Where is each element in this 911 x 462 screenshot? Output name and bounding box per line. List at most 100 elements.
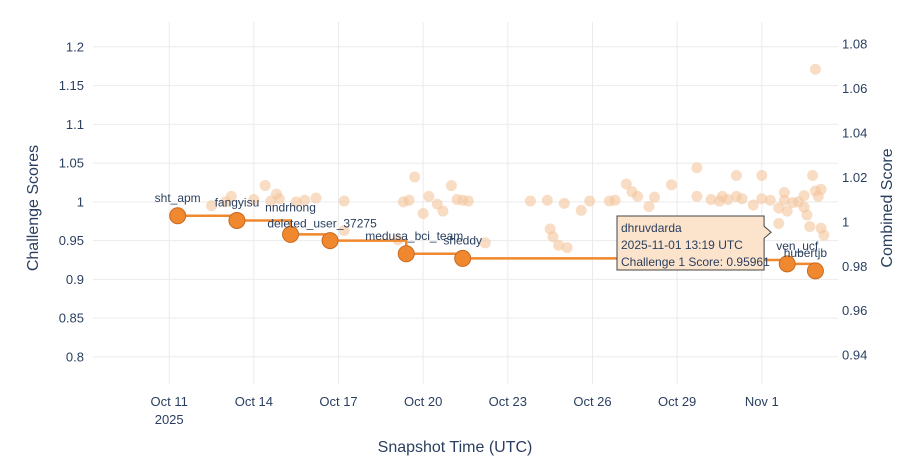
- y-tick-label: 0.95: [59, 233, 84, 248]
- x-tick-label: Oct 23: [489, 394, 527, 409]
- best-submission-point: [321, 232, 339, 250]
- submission-point: [809, 63, 821, 75]
- submission-point: [409, 171, 421, 183]
- submission-point: [778, 187, 790, 199]
- point-label: nndrhong: [265, 200, 316, 214]
- submission-point: [807, 169, 819, 181]
- submission-point: [730, 169, 742, 181]
- submission-point: [798, 190, 810, 202]
- submission-point: [524, 195, 536, 207]
- y2-tick-label: 0.94: [842, 348, 867, 363]
- x-tick-label: Oct 17: [319, 394, 357, 409]
- submission-point: [445, 180, 457, 192]
- y-axis-ticks: 0.8 0.85 0.9 0.95 1 1.05 1.1 1.15 1.2: [59, 39, 84, 364]
- submission-point: [649, 191, 661, 203]
- submission-point: [338, 195, 350, 207]
- submission-point: [801, 209, 813, 221]
- point-labels: sht_apm fangyisu nndrhong deleted_user_3727…: [155, 191, 828, 260]
- submission-point: [423, 190, 435, 202]
- point-label: medusa_bci_team: [365, 229, 463, 243]
- best-submission-point: [806, 262, 824, 280]
- submission-point: [575, 204, 587, 216]
- tooltip-box: [616, 215, 772, 271]
- x-tick-label: Oct 29: [658, 394, 696, 409]
- x-tick-label: Nov 1: [745, 394, 779, 409]
- submission-point: [479, 237, 491, 249]
- submission-point: [643, 200, 655, 212]
- y2-tick-label: 1.06: [842, 81, 867, 96]
- submission-point: [818, 229, 830, 241]
- y-tick-label: 1.2: [66, 39, 84, 54]
- submission-point: [248, 194, 260, 206]
- submission-point: [666, 179, 678, 191]
- point-label: sht_apm: [155, 191, 201, 205]
- submission-point: [299, 194, 311, 206]
- best-submission-point: [454, 249, 472, 267]
- submission-point: [773, 218, 785, 230]
- x-tick-sublabel: 2025: [155, 412, 184, 427]
- submission-point: [620, 178, 632, 190]
- submission-point: [206, 200, 218, 212]
- y2-axis-title: Combined Score: [879, 148, 896, 267]
- y-tick-label: 0.8: [66, 349, 84, 364]
- submission-point: [541, 194, 553, 206]
- x-tick-label: Oct 11: [151, 394, 188, 409]
- submission-point: [773, 202, 785, 214]
- y2-tick-label: 1.04: [842, 126, 867, 141]
- submission-point: [756, 193, 768, 205]
- submission-point: [632, 190, 644, 202]
- submission-point: [804, 221, 816, 233]
- y2-tick-label: 1.02: [842, 170, 867, 185]
- submission-point: [747, 199, 759, 211]
- submission-point: [705, 194, 717, 206]
- x-tick-label: Oct 14: [235, 394, 273, 409]
- submission-point: [736, 193, 748, 205]
- submission-point: [290, 196, 302, 208]
- x-tick-label: Oct 20: [404, 394, 442, 409]
- y-axis-title: Challenge Scores: [25, 145, 42, 271]
- submission-point: [722, 194, 734, 206]
- y2-axis-ticks: 0.94 0.96 0.98 1 1.02 1.04 1.06 1.08: [842, 37, 867, 363]
- x-axis-ticks: Oct 11 2025 Oct 14 Oct 17 Oct 20 Oct 23 Oct 26…: [151, 394, 779, 427]
- submission-point: [225, 190, 237, 202]
- y-tick-label: 1.15: [59, 78, 84, 93]
- y2-tick-label: 0.96: [842, 303, 867, 318]
- submission-point: [609, 194, 621, 206]
- point-label: deleted_user_37275: [267, 217, 377, 231]
- y-tick-label: 1.1: [66, 117, 84, 132]
- tooltip-time: 2025-11-01 13:19 UTC: [621, 238, 743, 252]
- y-tick-label: 0.85: [59, 311, 84, 326]
- submission-point: [338, 225, 350, 237]
- submission-point: [691, 190, 703, 202]
- submission-point: [584, 195, 596, 207]
- hover-tooltip: dhruvdarda 2025-11-01 13:19 UTC Challeng…: [616, 215, 772, 271]
- submission-point: [259, 180, 271, 192]
- submission-point: [462, 195, 474, 207]
- x-tick-label: Oct 26: [573, 394, 611, 409]
- submission-point: [691, 162, 703, 174]
- submission-point: [764, 194, 776, 206]
- best-submission-point: [282, 225, 300, 243]
- y2-tick-label: 0.98: [842, 259, 867, 274]
- point-label: fangyisu: [215, 195, 260, 209]
- submission-point: [553, 239, 565, 251]
- x-axis-title: Snapshot Time (UTC): [378, 439, 533, 456]
- submission-point: [403, 194, 415, 206]
- point-label: ven_ucf: [776, 239, 819, 253]
- y-tick-label: 1.05: [59, 156, 84, 171]
- tooltip-name: dhruvdarda: [621, 221, 682, 235]
- submission-point: [756, 169, 768, 181]
- submission-point: [273, 193, 285, 205]
- best-submission-point: [778, 255, 796, 273]
- submission-point: [437, 205, 449, 217]
- best-submission-point: [228, 211, 246, 229]
- best-submission-point: [397, 245, 415, 263]
- y2-tick-label: 1: [842, 214, 849, 229]
- point-label: sheddy: [443, 233, 482, 247]
- y-tick-label: 1: [77, 194, 84, 209]
- submission-point: [815, 183, 827, 195]
- submission-point: [310, 192, 322, 204]
- submission-point: [781, 205, 793, 217]
- all-submissions-series: [206, 63, 830, 254]
